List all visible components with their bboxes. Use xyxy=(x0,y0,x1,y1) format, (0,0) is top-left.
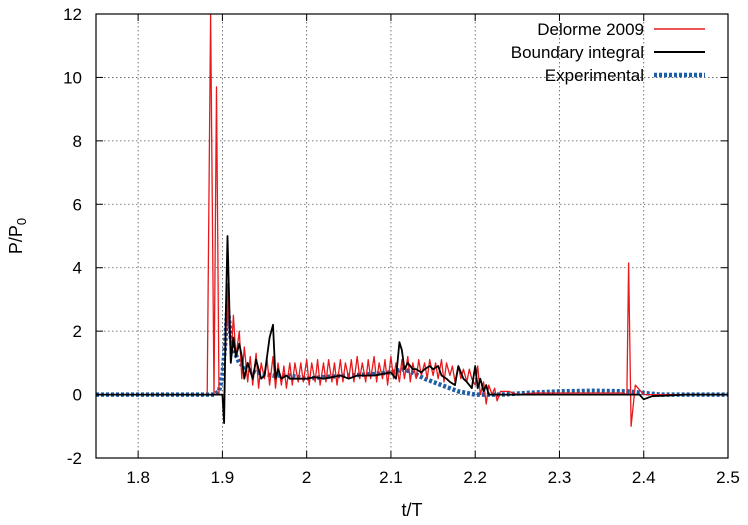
axis-ticks: 1.8 1.9 2 2.1 2.2 2.3 2.4 2.5 -2 0 2 4 6 8 10 12 xyxy=(63,5,740,487)
x-tick-label: 2 xyxy=(302,468,311,487)
grid xyxy=(96,14,728,458)
x-tick-label: 1.8 xyxy=(126,468,150,487)
series-line xyxy=(96,303,728,397)
x-tick-label: 2.3 xyxy=(548,468,572,487)
series-line xyxy=(96,235,728,425)
y-axis-label-subscript: 0 xyxy=(14,218,29,225)
y-tick-label: 6 xyxy=(73,195,82,214)
legend: Delorme 2009 Boundary integral Experimenta… xyxy=(511,20,705,85)
x-tick-label: 2.1 xyxy=(379,468,403,487)
x-tick-label: 1.9 xyxy=(211,468,235,487)
x-axis-label: t/T xyxy=(402,500,423,520)
legend-label: Delorme 2009 xyxy=(537,20,644,39)
x-tick-label: 2.4 xyxy=(632,468,656,487)
x-tick-label: 2.2 xyxy=(463,468,487,487)
y-tick-label: -2 xyxy=(67,449,82,468)
y-axis-label: P/P0 xyxy=(6,218,29,254)
y-tick-label: 2 xyxy=(73,322,82,341)
y-tick-label: 0 xyxy=(73,386,82,405)
x-tick-label: 2.5 xyxy=(716,468,740,487)
y-tick-label: 8 xyxy=(73,132,82,151)
legend-label: Boundary integral xyxy=(511,43,644,62)
legend-label: Experimental xyxy=(545,66,644,85)
y-axis-label-main: P/P xyxy=(6,225,26,254)
y-tick-label: 12 xyxy=(63,5,82,24)
y-tick-label: 4 xyxy=(73,259,82,278)
series-lines xyxy=(96,14,728,427)
y-tick-label: 10 xyxy=(63,68,82,87)
plot-frame xyxy=(95,13,729,459)
